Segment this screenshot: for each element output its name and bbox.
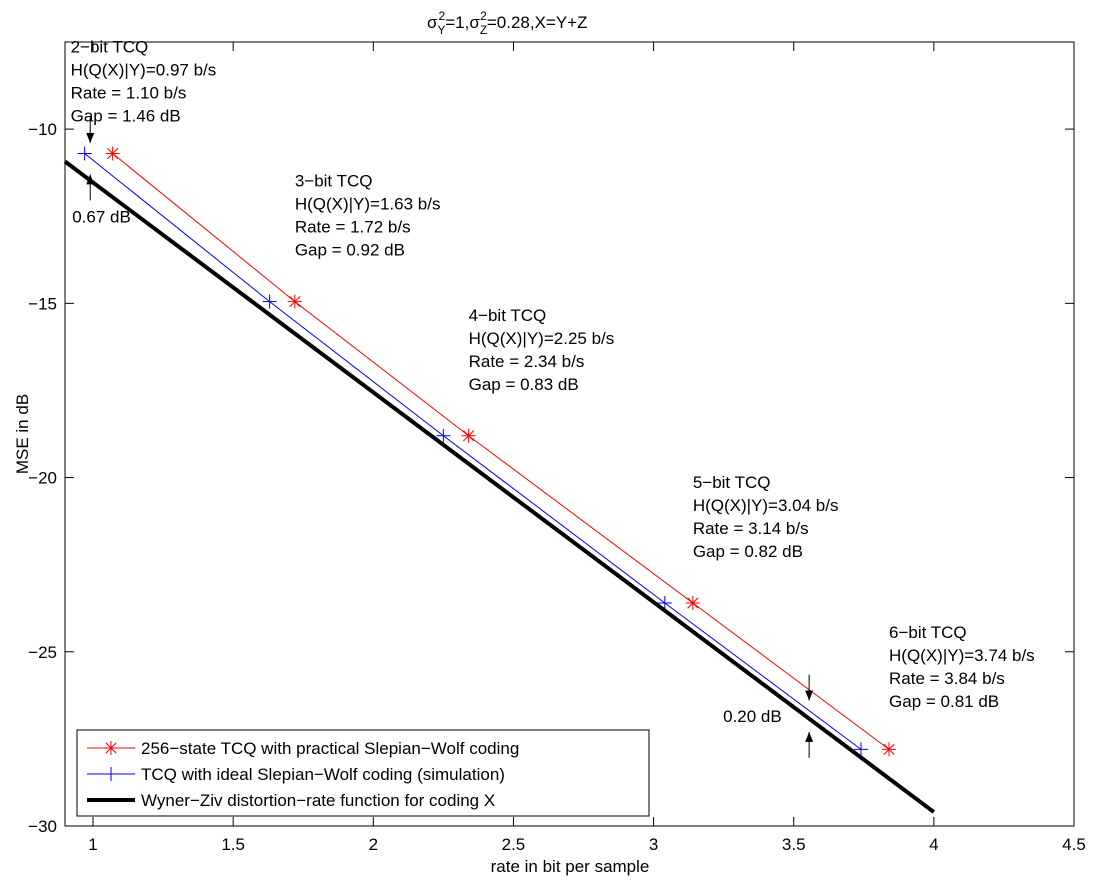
title-sub-y: Y bbox=[438, 23, 446, 37]
plot-frame bbox=[64, 41, 1075, 827]
annotation-2: 4−bit TCQ H(Q(X)|Y)=2.25 b/s Rate = 2.34 b… bbox=[469, 306, 615, 394]
x-tick-label: 2 bbox=[369, 835, 378, 854]
legend-box bbox=[76, 729, 650, 817]
x-tick-label: 3 bbox=[649, 835, 658, 854]
data-point-1-2 bbox=[436, 428, 451, 443]
data-point-1-1 bbox=[262, 294, 277, 309]
gap-arrow-down-0 bbox=[86, 117, 95, 144]
x-tick-label: 3.5 bbox=[782, 835, 806, 854]
legend-label-1: TCQ with ideal Slepian−Wolf coding (simu… bbox=[141, 765, 505, 784]
annotation-0: 2−bit TCQ H(Q(X)|Y)=0.97 b/s Rate = 1.10 b… bbox=[71, 37, 217, 125]
y-tick-label: −25 bbox=[28, 643, 57, 662]
x-tick-label: 4 bbox=[929, 835, 938, 854]
series-line-0 bbox=[112, 153, 890, 750]
series-layer bbox=[63, 146, 936, 814]
data-point-1-4 bbox=[853, 742, 868, 757]
data-point-0-3 bbox=[685, 595, 700, 610]
legend-marker-0 bbox=[104, 741, 118, 755]
y-tick-label: −15 bbox=[28, 294, 57, 313]
annotation-layer: 2−bit TCQ H(Q(X)|Y)=0.97 b/s Rate = 1.10 b… bbox=[71, 37, 1035, 710]
annotation-1: 3−bit TCQ H(Q(X)|Y)=1.63 b/s Rate = 1.72 b… bbox=[295, 172, 441, 260]
title-eq-2: =0.28,X=Y+Z bbox=[487, 13, 588, 32]
title-sup-y: 2 bbox=[439, 9, 446, 23]
y-tick-label: −20 bbox=[28, 469, 57, 488]
gap-marker-layer: 0.67 dB 0.20 dB bbox=[72, 117, 814, 758]
data-point-0-1 bbox=[287, 294, 302, 309]
svg-text:σY2=1,σZ2=0.28,X=Y+Z: σY2=1,σZ2=0.28,X=Y+Z bbox=[427, 9, 588, 37]
x-axis-label: rate in bit per sample bbox=[491, 857, 650, 876]
x-tick-label: 4.5 bbox=[1062, 835, 1086, 854]
gap-arrow-up-1 bbox=[805, 731, 814, 758]
data-point-0-4 bbox=[882, 742, 897, 757]
gap-label-1: 0.20 dB bbox=[723, 707, 782, 726]
title-sub-z: Z bbox=[480, 23, 487, 37]
y-tick-label: −10 bbox=[28, 120, 57, 139]
x-tick-label: 1.5 bbox=[221, 835, 245, 854]
axis-ticks: 1 1.5 2 2.5 3 3.5 4 4.5 −10 −15 −20 −25 −30 bbox=[28, 42, 1086, 854]
legend-marker-1 bbox=[104, 767, 118, 781]
gap-arrow-up-0 bbox=[86, 174, 95, 201]
annotation-3: 5−bit TCQ H(Q(X)|Y)=3.04 b/s Rate = 3.14 b… bbox=[693, 473, 839, 561]
title-sigma-z: σ bbox=[469, 13, 480, 32]
gap-arrow-down-1 bbox=[805, 674, 814, 701]
legend-label-2: Wyner−Ziv distortion−rate function for c… bbox=[141, 791, 495, 810]
y-axis-label: MSE in dB bbox=[13, 394, 32, 474]
title-eq-1: =1, bbox=[445, 13, 469, 32]
chart-title: σY2=1,σZ2=0.28,X=Y+Z bbox=[427, 9, 588, 37]
gap-label-0: 0.67 dB bbox=[72, 207, 131, 226]
data-point-0-2 bbox=[461, 428, 476, 443]
annotation-4: 6−bit TCQ H(Q(X)|Y)=3.74 b/s Rate = 3.84 b… bbox=[889, 623, 1035, 711]
data-point-1-0 bbox=[77, 146, 92, 161]
series-line-2 bbox=[63, 159, 936, 814]
x-tick-label: 1 bbox=[88, 835, 97, 854]
series-line-1 bbox=[84, 153, 862, 750]
y-tick-label: −30 bbox=[28, 817, 57, 836]
data-point-1-3 bbox=[657, 595, 672, 610]
title-sup-z: 2 bbox=[480, 9, 487, 23]
title-sigma-y: σ bbox=[427, 13, 438, 32]
x-tick-label: 2.5 bbox=[502, 835, 526, 854]
legend: 256−state TCQ with practical Slepian−Wol… bbox=[76, 729, 650, 817]
data-point-0-0 bbox=[105, 146, 120, 161]
legend-label-0: 256−state TCQ with practical Slepian−Wol… bbox=[141, 739, 519, 758]
